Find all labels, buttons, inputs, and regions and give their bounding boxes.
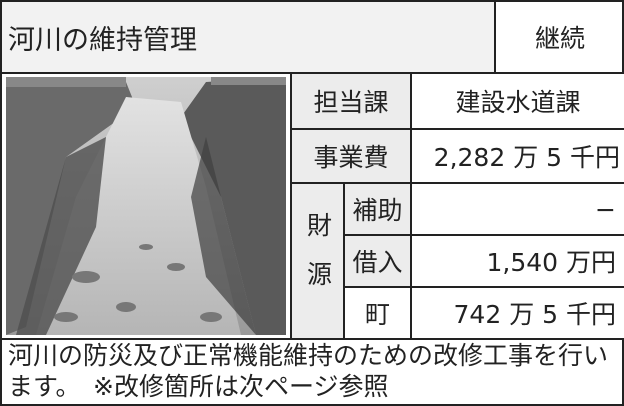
label: 町	[345, 288, 412, 340]
value: 建設水道課	[412, 74, 624, 130]
label: 補助	[345, 184, 412, 236]
status: 継続	[496, 2, 624, 74]
photo	[2, 74, 292, 340]
value: 2,282 万 5 千円	[412, 130, 624, 184]
photo-image	[6, 77, 286, 335]
label: 借入	[345, 236, 412, 288]
value: −	[412, 184, 624, 236]
funding-label: 財源	[292, 184, 345, 340]
value: 1,540 万円	[412, 236, 624, 288]
value: 742 万 5 千円	[412, 288, 624, 340]
description: 河川の防災及び正常機能維持のための改修工事を行います。 ※改修箇所は次ページ参照	[2, 340, 622, 404]
title: 河川の維持管理	[2, 2, 496, 74]
page: 河川の維持管理 継続 担当課 建設水道課 事業費 2,282 万 5 千円 財源	[0, 0, 624, 406]
label: 事業費	[292, 130, 412, 184]
label: 担当課	[292, 74, 412, 130]
